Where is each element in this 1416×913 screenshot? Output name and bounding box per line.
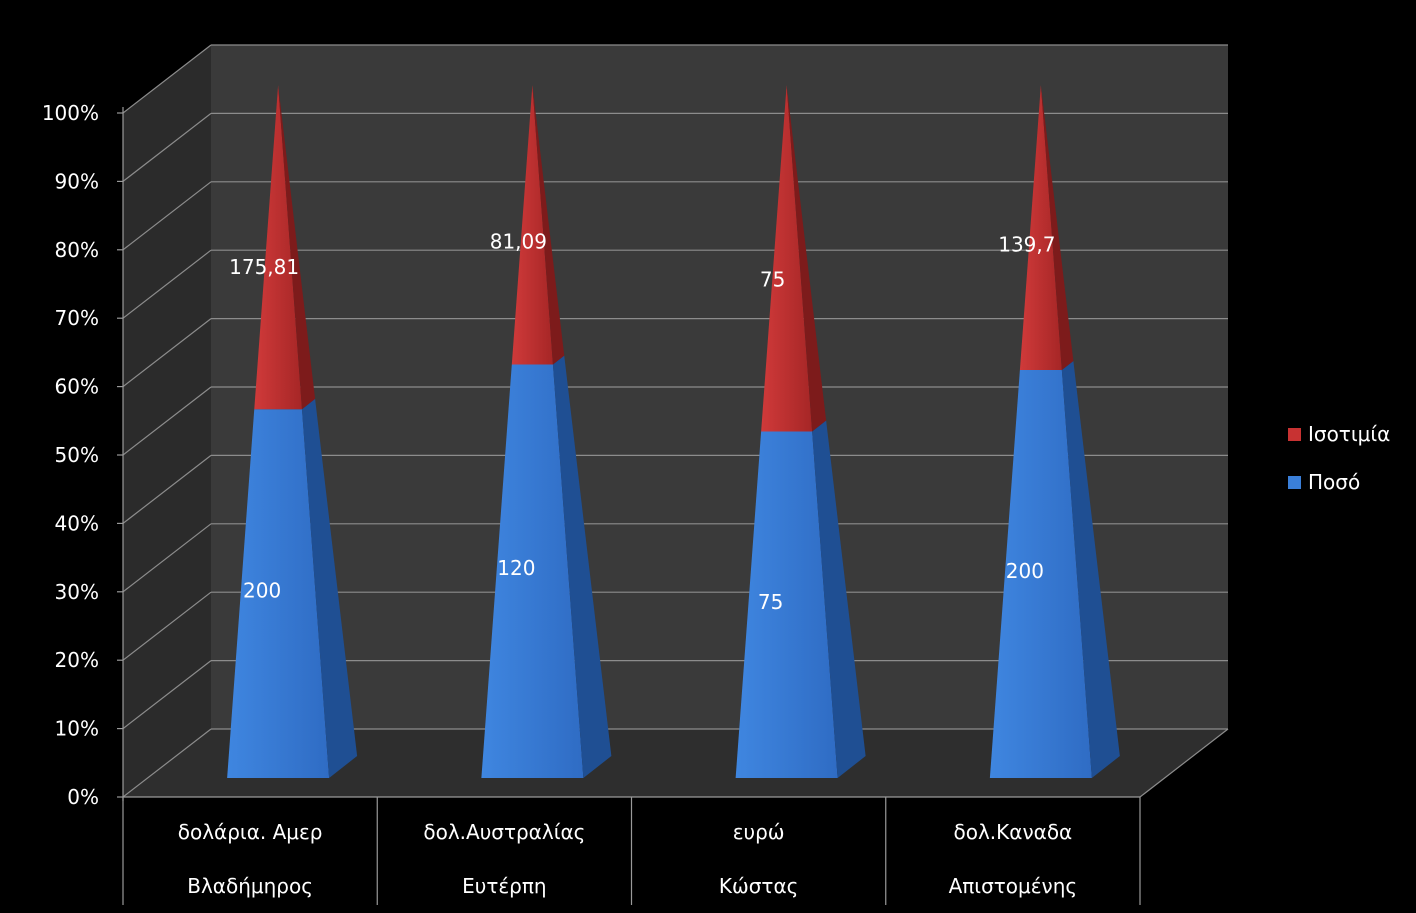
gridline-side bbox=[122, 591, 212, 661]
pyramid-2-amount-front bbox=[735, 431, 838, 778]
pyramid-0-amount-front bbox=[227, 409, 330, 778]
pyramid-0-rate-front bbox=[254, 85, 302, 410]
gridline-side bbox=[122, 181, 212, 251]
pyramid-0-rate-side bbox=[278, 85, 316, 410]
x-category-label: Βλαδήμηρος bbox=[187, 874, 313, 898]
pyramid-1-rate-front bbox=[511, 85, 553, 365]
legend-label-1: Ποσό bbox=[1308, 470, 1360, 494]
gridline-side bbox=[122, 728, 212, 798]
data-label-rate-0: 175,81 bbox=[229, 255, 299, 279]
pyramid-1-amount-front bbox=[481, 364, 584, 778]
pyramid-0-amount-side bbox=[301, 398, 358, 778]
y-tick-label: 20% bbox=[55, 648, 99, 672]
legend: Ισοτιμία Ποσό bbox=[1288, 422, 1390, 494]
floor-edge bbox=[1139, 728, 1229, 798]
x-axis-table: δολάρια. Αμερ Βλαδήμηρος δολ.Αυστραλίας Ευτ… bbox=[122, 796, 1141, 905]
data-label-rate-1: 81,09 bbox=[490, 229, 547, 253]
gridline-side bbox=[122, 523, 212, 593]
y-tick-label: 80% bbox=[55, 238, 99, 262]
data-label-amount-3: 200 bbox=[1006, 559, 1044, 583]
gridline-side bbox=[122, 318, 212, 388]
data-label-rate-3: 139,7 bbox=[998, 232, 1055, 256]
gridline-side bbox=[122, 249, 212, 319]
data-labels: 200 175,81 120 81,09 75 75 200 139,7 bbox=[229, 229, 1055, 613]
pyramid-3-amount-side bbox=[1061, 360, 1120, 778]
x-category-label: Κώστας bbox=[719, 874, 799, 898]
x-category-label: Ευτέρπη bbox=[462, 874, 546, 898]
y-tick-label: 10% bbox=[55, 717, 99, 741]
y-tick-label: 40% bbox=[55, 511, 99, 535]
gridline-side bbox=[122, 454, 212, 524]
data-label-amount-0: 200 bbox=[243, 579, 281, 603]
y-tick-label: 100% bbox=[42, 101, 99, 125]
y-tick-label: 70% bbox=[55, 306, 99, 330]
y-tick-label: 0% bbox=[67, 785, 99, 809]
pyramid-1-rate-side bbox=[532, 85, 565, 365]
data-label-rate-2: 75 bbox=[760, 268, 785, 292]
pyramid-2-rate-front bbox=[761, 85, 813, 432]
pyramid-2-rate-side bbox=[786, 85, 827, 432]
floor bbox=[123, 729, 1228, 797]
y-tick-label: 60% bbox=[55, 375, 99, 399]
pyramid-2-amount-side bbox=[812, 420, 866, 778]
y-tick-label: 30% bbox=[55, 580, 99, 604]
x-category-label: δολ.Καναδα bbox=[954, 820, 1073, 844]
y-tick-label: 90% bbox=[55, 169, 99, 193]
pyramid-3-rate-side bbox=[1040, 85, 1074, 370]
x-category-label: δολάρια. Αμερ bbox=[178, 820, 323, 844]
gridline-side bbox=[122, 44, 212, 114]
data-label-amount-2: 75 bbox=[758, 590, 783, 614]
pyramids bbox=[227, 85, 1120, 778]
pyramid-3-amount-front bbox=[989, 369, 1092, 778]
legend-swatch-0 bbox=[1288, 428, 1301, 441]
gridline-side bbox=[122, 112, 212, 182]
x-category-label: δολ.Αυστραλίας bbox=[423, 820, 585, 844]
y-axis: 0% 10% 20% 30% 40% 50% 60% 70% 80% 90% 100% bbox=[42, 101, 124, 809]
x-category-label: Απιστομένης bbox=[949, 874, 1078, 898]
pyramid-1-amount-side bbox=[552, 355, 612, 778]
x-category-label: ευρώ bbox=[733, 820, 785, 844]
legend-label-0: Ισοτιμία bbox=[1308, 422, 1390, 446]
pyramid-3-rate-front bbox=[1019, 85, 1062, 370]
gridline-side bbox=[122, 660, 212, 730]
legend-swatch-1 bbox=[1288, 476, 1301, 489]
data-label-amount-1: 120 bbox=[497, 556, 535, 580]
gridline-side bbox=[122, 386, 212, 456]
y-tick-label: 50% bbox=[55, 443, 99, 467]
